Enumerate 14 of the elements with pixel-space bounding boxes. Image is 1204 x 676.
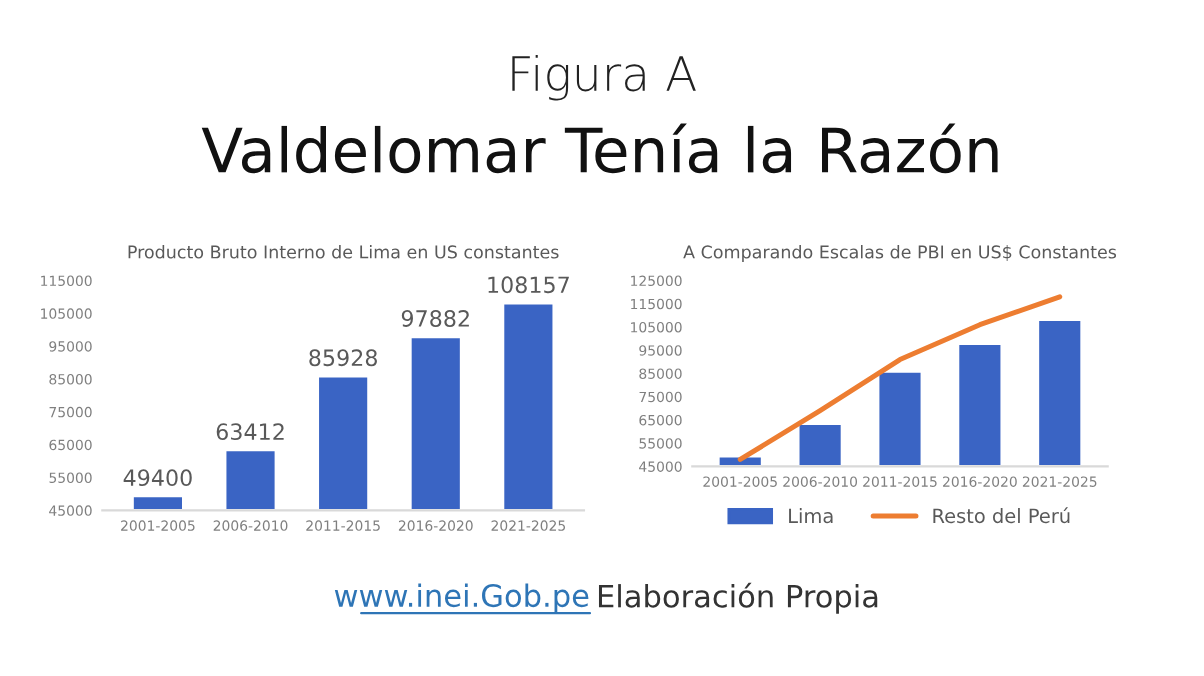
data-label: 49400 <box>123 469 192 487</box>
text: Elaboración Propia <box>598 582 878 614</box>
data-label: 108157 <box>488 276 569 294</box>
text: www.inei.Gob.pe <box>334 583 589 614</box>
legend-label: Resto del Perú <box>933 507 1070 524</box>
text: Figura A <box>512 54 696 101</box>
data-label: 85928 <box>309 349 377 367</box>
chart-title: Producto Bruto Interno de Lima en US constantes <box>128 245 559 259</box>
text: Valdelomar Tenía la Razón <box>201 123 998 174</box>
data-label: 63412 <box>216 423 284 441</box>
line-series <box>737 294 1063 462</box>
data-label: 97882 <box>401 310 469 327</box>
chart-title: A Comparando Escalas de PBI en US$ Constantes <box>683 245 1117 262</box>
legend-label: Lima <box>789 508 833 524</box>
